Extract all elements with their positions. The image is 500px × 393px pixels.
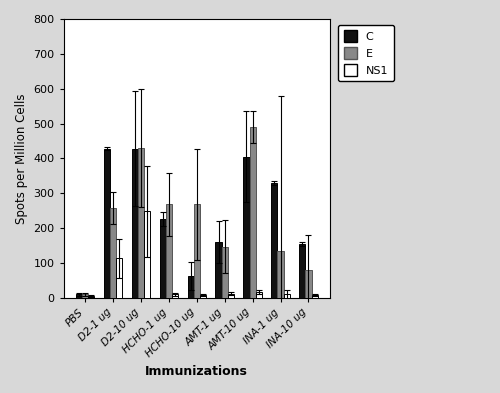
Bar: [284, 294, 290, 298]
Bar: [104, 149, 110, 298]
Bar: [194, 204, 200, 298]
Bar: [88, 296, 94, 298]
Bar: [222, 246, 228, 298]
Y-axis label: Spots per Million Cells: Spots per Million Cells: [15, 93, 28, 224]
Bar: [172, 294, 178, 298]
Legend: C, E, NS1: C, E, NS1: [338, 24, 394, 81]
Bar: [250, 127, 256, 298]
Bar: [256, 292, 262, 298]
Bar: [306, 270, 312, 298]
Bar: [278, 251, 283, 298]
Bar: [144, 211, 150, 298]
Bar: [132, 149, 138, 298]
X-axis label: Immunizations: Immunizations: [146, 365, 248, 378]
Bar: [188, 276, 194, 298]
Bar: [110, 208, 116, 298]
Bar: [166, 204, 172, 298]
Bar: [116, 259, 122, 298]
Bar: [82, 294, 88, 298]
Bar: [76, 294, 82, 298]
Bar: [216, 242, 222, 298]
Bar: [272, 183, 278, 298]
Bar: [244, 157, 250, 298]
Bar: [138, 148, 144, 298]
Bar: [228, 294, 234, 298]
Bar: [200, 295, 206, 298]
Bar: [299, 244, 306, 298]
Bar: [312, 296, 318, 298]
Bar: [160, 219, 166, 298]
